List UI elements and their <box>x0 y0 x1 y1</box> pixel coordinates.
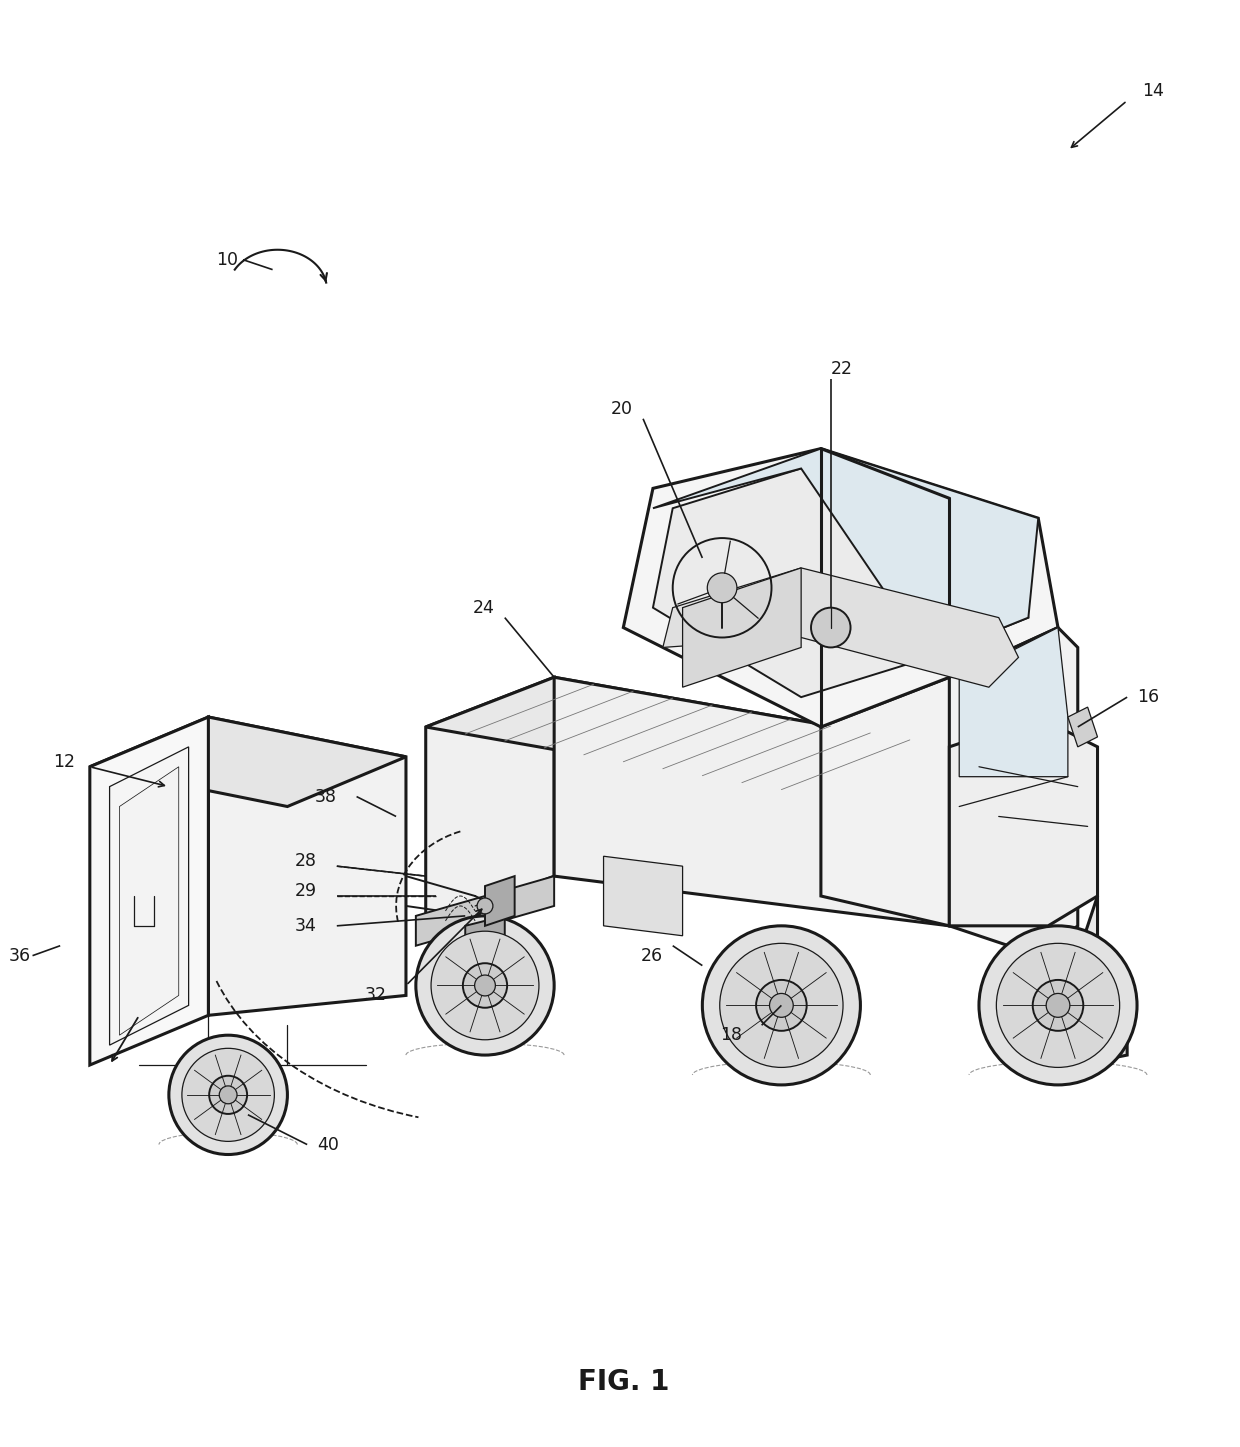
Polygon shape <box>604 857 682 936</box>
Circle shape <box>219 1085 237 1104</box>
Polygon shape <box>653 469 1028 697</box>
Circle shape <box>997 943 1120 1068</box>
Circle shape <box>756 980 807 1030</box>
Text: 12: 12 <box>53 752 74 771</box>
Polygon shape <box>465 916 505 955</box>
Polygon shape <box>119 767 179 1035</box>
Circle shape <box>210 1075 247 1114</box>
Polygon shape <box>653 449 1038 657</box>
Polygon shape <box>821 677 1048 926</box>
Circle shape <box>719 943 843 1068</box>
Polygon shape <box>89 718 208 1065</box>
Circle shape <box>432 932 539 1040</box>
Text: 28: 28 <box>295 852 317 870</box>
Text: 14: 14 <box>1142 81 1164 100</box>
Circle shape <box>477 899 494 915</box>
Circle shape <box>702 926 861 1085</box>
Text: 29: 29 <box>295 883 317 900</box>
Text: 18: 18 <box>720 1026 742 1045</box>
Polygon shape <box>554 677 950 926</box>
Polygon shape <box>425 677 554 926</box>
Polygon shape <box>663 567 1018 687</box>
Text: 16: 16 <box>1137 689 1159 706</box>
Polygon shape <box>624 449 1058 726</box>
Circle shape <box>475 975 495 996</box>
Text: 24: 24 <box>472 599 495 616</box>
Polygon shape <box>109 747 188 1045</box>
Circle shape <box>182 1048 274 1142</box>
Text: FIG. 1: FIG. 1 <box>578 1369 670 1396</box>
Circle shape <box>1047 994 1070 1017</box>
Circle shape <box>1033 980 1084 1030</box>
Text: 26: 26 <box>641 946 663 965</box>
Polygon shape <box>415 875 554 946</box>
Polygon shape <box>425 677 950 797</box>
Circle shape <box>707 573 737 603</box>
Polygon shape <box>89 718 405 806</box>
Polygon shape <box>1048 985 1127 1065</box>
Circle shape <box>415 916 554 1055</box>
Text: 36: 36 <box>9 946 31 965</box>
Circle shape <box>770 994 794 1017</box>
Text: 38: 38 <box>315 787 337 806</box>
Polygon shape <box>208 718 405 1016</box>
Text: 40: 40 <box>317 1136 339 1153</box>
Polygon shape <box>485 875 515 926</box>
Circle shape <box>811 608 851 647</box>
Text: 20: 20 <box>611 399 634 418</box>
Polygon shape <box>682 567 801 687</box>
Polygon shape <box>960 628 1068 777</box>
Text: 22: 22 <box>831 360 853 378</box>
Circle shape <box>463 964 507 1007</box>
Polygon shape <box>1068 708 1097 747</box>
Polygon shape <box>1038 896 1097 1006</box>
Polygon shape <box>950 628 1078 955</box>
Text: 34: 34 <box>295 917 317 935</box>
Circle shape <box>978 926 1137 1085</box>
Polygon shape <box>950 718 1097 926</box>
Text: 32: 32 <box>365 987 386 1004</box>
Circle shape <box>169 1035 288 1155</box>
Text: 10: 10 <box>216 250 238 269</box>
